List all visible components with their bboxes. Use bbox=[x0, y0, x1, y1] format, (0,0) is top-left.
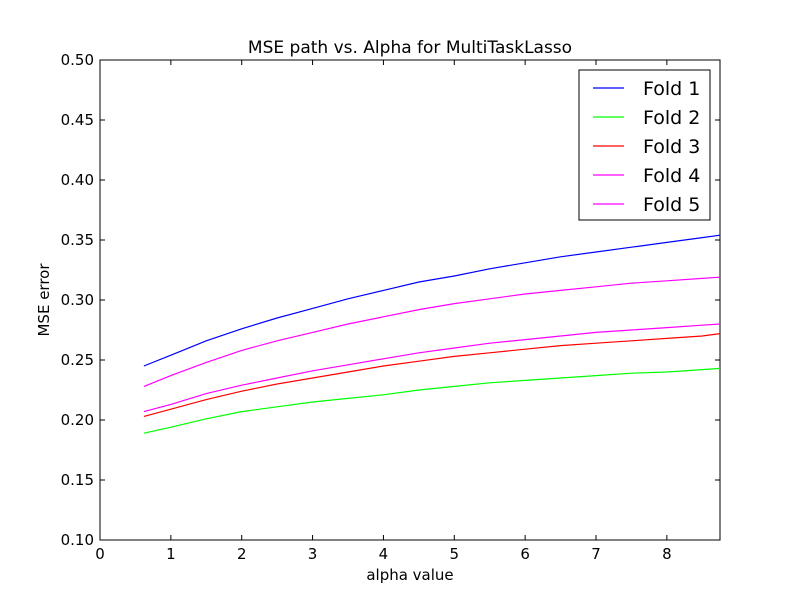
y-tick-label: 0.35 bbox=[61, 231, 94, 249]
legend-label-fold-5: Fold 5 bbox=[643, 194, 700, 216]
legend-label-fold-3: Fold 3 bbox=[643, 136, 700, 158]
x-tick-label: 6 bbox=[520, 545, 530, 563]
y-tick-label: 0.45 bbox=[61, 111, 94, 129]
y-tick-label: 0.25 bbox=[61, 351, 94, 369]
x-tick-label: 5 bbox=[450, 545, 460, 563]
y-tick-label: 0.30 bbox=[61, 291, 94, 309]
x-tick-label: 3 bbox=[308, 545, 318, 563]
x-tick-label: 1 bbox=[166, 545, 176, 563]
y-axis: 0.10 0.15 0.20 0.25 0.30 0.35 0.40 0.45 0.50 bbox=[61, 51, 720, 549]
legend-box bbox=[578, 69, 711, 221]
series-line-fold-1 bbox=[143, 234, 721, 367]
legend-label-fold-4: Fold 4 bbox=[643, 165, 700, 187]
x-tick-label: 0 bbox=[95, 545, 105, 563]
series-line-fold-3 bbox=[143, 333, 721, 417]
series-line-fold-4 bbox=[143, 323, 721, 413]
series-line-fold-2 bbox=[143, 367, 721, 434]
series-lines bbox=[143, 234, 721, 434]
legend-label-fold-2: Fold 2 bbox=[643, 107, 700, 129]
y-tick-label: 0.15 bbox=[61, 471, 94, 489]
x-axis: 0 1 2 3 4 5 6 7 8 bbox=[95, 60, 672, 563]
legend-label-fold-1: Fold 1 bbox=[643, 78, 700, 100]
y-axis-label: MSE error bbox=[35, 263, 53, 337]
x-tick-label: 7 bbox=[591, 545, 601, 563]
chart-title: MSE path vs. Alpha for MultiTaskLasso bbox=[248, 38, 572, 58]
y-tick-label: 0.50 bbox=[61, 51, 94, 69]
y-tick-label: 0.10 bbox=[61, 531, 94, 549]
y-tick-label: 0.20 bbox=[61, 411, 94, 429]
x-tick-label: 8 bbox=[662, 545, 672, 563]
x-tick-label: 2 bbox=[237, 545, 247, 563]
series-line-fold-5 bbox=[143, 276, 721, 387]
y-tick-label: 0.40 bbox=[61, 171, 94, 189]
legend: Fold 1 Fold 2 Fold 3 Fold 4 Fold 5 bbox=[578, 69, 711, 221]
x-axis-label: alpha value bbox=[366, 566, 453, 584]
x-tick-label: 4 bbox=[379, 545, 389, 563]
